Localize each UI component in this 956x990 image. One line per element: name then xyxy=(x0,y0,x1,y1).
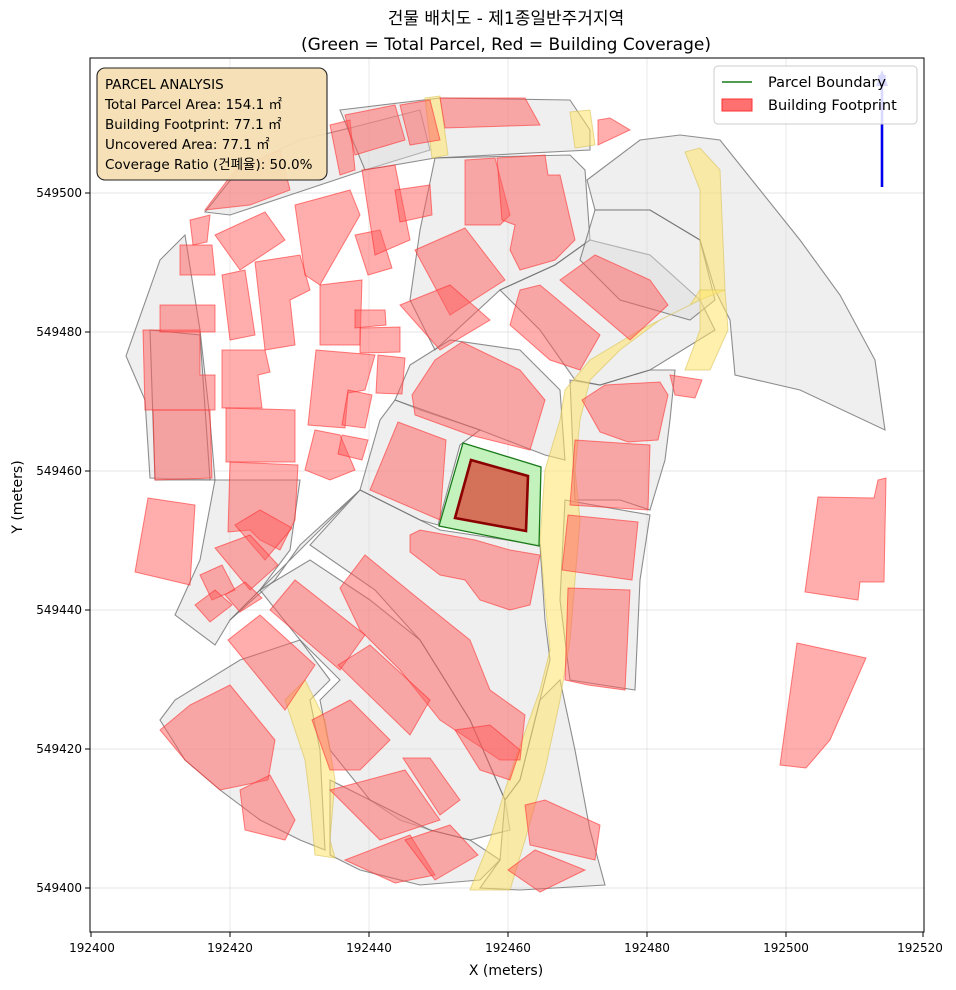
building-52 xyxy=(337,644,431,736)
building-6 xyxy=(597,117,632,146)
plot-frame xyxy=(89,57,925,933)
y-tick-label: 549400 xyxy=(36,881,82,895)
building-51 xyxy=(227,614,316,711)
chart-title-line1: 건물 배치도 - 제1종일반주거지역 xyxy=(388,9,624,29)
building-10 xyxy=(221,269,256,341)
info-box-bg xyxy=(96,67,328,181)
building-21 xyxy=(221,349,271,409)
x-axis: 192400 192420 192440 192460 192480 19250… xyxy=(69,932,943,979)
building-43 xyxy=(369,421,447,521)
x-tick-label: 192520 xyxy=(897,941,943,955)
x-tick-label: 192460 xyxy=(485,941,531,955)
y-tick-label: 549460 xyxy=(36,464,82,478)
buildings xyxy=(134,97,887,893)
building-15 xyxy=(394,184,433,223)
building-14 xyxy=(361,164,411,256)
building-2 xyxy=(329,119,356,176)
building-56 xyxy=(402,757,461,816)
building-34 xyxy=(194,589,233,623)
legend-bg xyxy=(713,65,918,125)
building-54 xyxy=(311,699,391,771)
building-60 xyxy=(404,824,479,881)
building-63 xyxy=(669,374,703,399)
x-tick-label: 192400 xyxy=(69,941,115,955)
building-55 xyxy=(454,724,521,781)
building-8 xyxy=(179,244,216,276)
legend-building-swatch xyxy=(721,98,753,112)
building-62 xyxy=(507,849,587,893)
building-30 xyxy=(134,497,196,586)
building-3 xyxy=(344,104,406,156)
building-28 xyxy=(337,434,369,461)
building-12 xyxy=(294,189,361,286)
building-50 xyxy=(269,579,366,671)
parcel-analysis-box: PARCEL ANALYSIS Total Parcel Area: 154.1… xyxy=(96,67,328,181)
building-37 xyxy=(399,284,491,351)
road-north-b xyxy=(569,109,596,149)
x-tick-label: 192500 xyxy=(763,941,809,955)
building-24 xyxy=(341,389,373,429)
y-tick-label: 549420 xyxy=(36,742,82,756)
building-65 xyxy=(779,642,867,769)
building-42 xyxy=(411,341,546,451)
info-total-area: Total Parcel Area: 154.1 ㎡ xyxy=(104,97,282,113)
building-9 xyxy=(214,211,286,271)
y-tick-label: 549480 xyxy=(36,325,82,339)
building-18 xyxy=(359,326,401,354)
x-tick-label: 192420 xyxy=(207,941,253,955)
y-tick-label: 549440 xyxy=(36,603,82,617)
x-axis-label: X (meters) xyxy=(469,963,543,979)
building-20 xyxy=(159,304,216,333)
info-uncovered: Uncovered Area: 77.1 ㎡ xyxy=(105,137,270,153)
y-tick-label: 549500 xyxy=(36,186,82,200)
info-ratio: Coverage Ratio (건폐율): 50.0% xyxy=(105,157,313,173)
building-5 xyxy=(439,97,541,129)
building-46 xyxy=(561,514,639,581)
building-32 xyxy=(214,534,279,591)
road-main-north xyxy=(469,147,726,891)
building-58 xyxy=(329,769,441,841)
target-building-footprint[interactable] xyxy=(453,458,530,533)
building-26 xyxy=(225,407,296,463)
building-23 xyxy=(375,354,406,395)
legend-parcel-label: Parcel Boundary xyxy=(768,75,886,91)
x-tick-label: 192480 xyxy=(624,941,670,955)
building-35 xyxy=(224,581,263,613)
building-40 xyxy=(509,284,601,371)
building-53 xyxy=(159,684,276,791)
building-57 xyxy=(239,774,296,841)
building-25 xyxy=(152,409,213,481)
x-tick-label: 192440 xyxy=(346,941,392,955)
building-11 xyxy=(254,254,311,351)
building-41 xyxy=(559,254,669,341)
road-east-spur xyxy=(684,289,729,371)
y-axis-label: Y (meters) xyxy=(10,460,26,534)
building-64 xyxy=(804,477,887,601)
info-title: PARCEL ANALYSIS xyxy=(105,77,224,93)
building-48 xyxy=(409,529,541,611)
building-45 xyxy=(569,439,651,511)
y-axis: 549400 549420 549440 549460 549480 54950… xyxy=(10,186,90,895)
building-44 xyxy=(581,381,669,443)
legend-building-label: Building Footprint xyxy=(768,98,897,114)
info-footprint: Building Footprint: 77.1 ㎡ xyxy=(105,117,282,133)
building-49 xyxy=(339,554,526,761)
building-4 xyxy=(399,99,441,146)
building-7 xyxy=(189,214,211,246)
building-17 xyxy=(354,309,387,329)
legend: Parcel Boundary Building Footprint xyxy=(713,65,918,125)
building-61 xyxy=(524,799,601,861)
building-47 xyxy=(564,587,631,691)
chart-title-line2: (Green = Total Parcel, Red = Building Co… xyxy=(301,35,711,55)
building-39 xyxy=(496,154,576,271)
